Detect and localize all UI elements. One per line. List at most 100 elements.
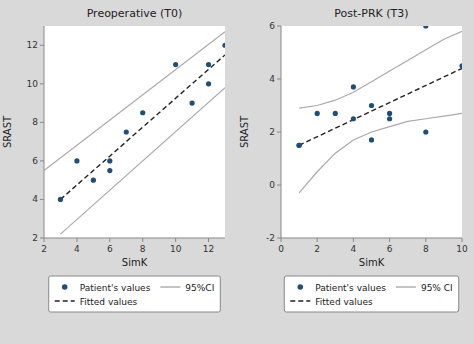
scatter-point [173, 62, 178, 67]
y-tick [40, 83, 44, 84]
legend-swatch [55, 300, 75, 301]
y-tick-label: 4 [269, 74, 275, 84]
scatter-point [387, 111, 392, 116]
legend-swatch [290, 300, 310, 301]
y-tick-label: 4 [32, 194, 38, 204]
y-tick [277, 26, 281, 27]
scatter-point [58, 197, 63, 202]
legend-swatch [297, 284, 303, 290]
series-line [60, 88, 225, 234]
scatter-point [91, 178, 96, 183]
y-tick-label: 8 [32, 117, 38, 127]
y-axis-label: SRAST [2, 115, 13, 148]
series-line [60, 55, 225, 200]
y-tick-label: 2 [269, 127, 275, 137]
scatter-point [189, 100, 194, 105]
legend-label: Fitted values [315, 297, 373, 307]
x-tick-label: 2 [314, 244, 320, 254]
y-tick [277, 238, 281, 239]
legend-item: Fitted values [55, 297, 138, 307]
scatter-point [333, 111, 338, 116]
scatter-point [369, 137, 374, 142]
scatter-point [315, 111, 320, 116]
scatter-point [297, 143, 302, 148]
x-tick-label: 6 [107, 244, 113, 254]
scatter-point [369, 103, 374, 108]
y-axis-label: SRAST [239, 115, 250, 148]
x-tick [76, 238, 77, 242]
y-tick [40, 160, 44, 161]
scatter-point [423, 26, 428, 29]
legend-swatch [62, 284, 68, 290]
x-tick [109, 238, 110, 242]
legend-box [49, 276, 221, 312]
y-tick-label: 6 [269, 21, 275, 31]
scatter-point [222, 43, 225, 48]
legend: Patient's values 95%CI Fitted values [49, 276, 221, 312]
legend-item: 95% CI [396, 283, 453, 293]
x-axis-line [281, 238, 462, 239]
plot-background [281, 26, 462, 238]
legend-swatch [396, 286, 416, 287]
scatter-point [74, 158, 79, 163]
x-tick [317, 238, 318, 242]
y-tick [277, 79, 281, 80]
y-tick [40, 122, 44, 123]
x-tick-label: 4 [74, 244, 80, 254]
x-tick-label: 10 [170, 244, 182, 254]
scatter-point [107, 168, 112, 173]
scatter-point [423, 129, 428, 134]
y-tick-label: -2 [266, 233, 275, 243]
x-tick-label: 6 [387, 244, 393, 254]
panel: 0246810-20246Post-PRK (T3)SimKSRASTPatie… [239, 7, 468, 312]
x-tick-label: 10 [456, 244, 468, 254]
y-tick [277, 185, 281, 186]
series-line [299, 68, 462, 145]
legend-label: 95%CI [185, 283, 214, 293]
series-line [299, 113, 462, 193]
plot-background [44, 26, 225, 238]
scatter-point [351, 84, 356, 89]
x-tick-label: 0 [278, 244, 284, 254]
x-tick [389, 238, 390, 242]
y-tick [40, 238, 44, 239]
scatter-point [124, 129, 129, 134]
y-tick-label: 2 [32, 233, 38, 243]
panel: 2468101224681012Preoperative (T0)SimKSRA… [2, 7, 228, 312]
scatter-point [297, 143, 302, 148]
chart: 2468101224681012Preoperative (T0)SimKSRA… [0, 0, 474, 344]
scatter-point [459, 63, 462, 68]
legend-item: 95%CI [160, 283, 214, 293]
x-tick [208, 238, 209, 242]
scatter-point [351, 116, 356, 121]
scatter-point [206, 81, 211, 86]
title: Post-PRK (T3) [334, 7, 408, 20]
x-axis-label: SimK [122, 257, 148, 268]
x-axis-line [44, 238, 225, 239]
legend-label: Fitted values [80, 297, 138, 307]
scatter-point [206, 62, 211, 67]
x-tick [462, 238, 463, 242]
legend-label: Patient's values [80, 283, 151, 293]
x-tick [281, 238, 282, 242]
legend-swatch [160, 286, 180, 287]
legend-item: Patient's values [62, 283, 151, 293]
y-tick [40, 45, 44, 46]
scatter-point [140, 110, 145, 115]
legend-item: Patient's values [297, 283, 386, 293]
y-tick [277, 132, 281, 133]
y-axis-line [44, 26, 45, 238]
x-tick [142, 238, 143, 242]
scatter-point [107, 158, 112, 163]
y-tick-label: 0 [269, 180, 275, 190]
y-tick-label: 6 [32, 156, 38, 166]
legend-item: Fitted values [290, 297, 373, 307]
series-line [44, 32, 225, 171]
x-tick-label: 8 [140, 244, 146, 254]
legend-box [284, 276, 458, 312]
legend: Patient's values 95% CI Fitted values [284, 276, 458, 312]
x-tick-label: 4 [351, 244, 357, 254]
title: Preoperative (T0) [87, 7, 183, 20]
scatter-point [387, 116, 392, 121]
x-tick [175, 238, 176, 242]
